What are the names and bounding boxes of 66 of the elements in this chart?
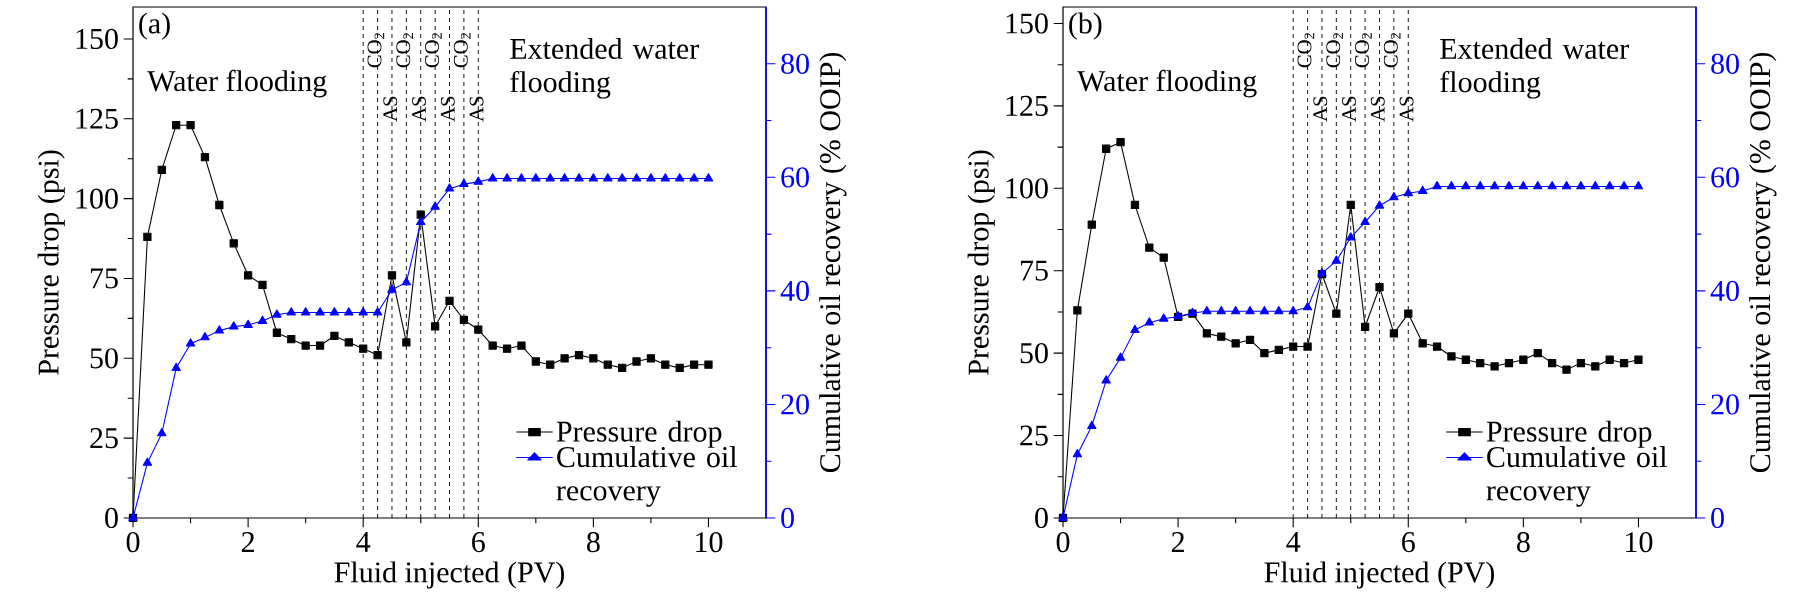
ref-line-label: AS: [1370, 96, 1385, 122]
x-tick-label: 2: [241, 532, 254, 552]
chart-title: (b): [1069, 12, 1102, 40]
x-tick-label: 0: [1056, 532, 1070, 553]
ref-line-label: AS: [1342, 96, 1356, 122]
ref-line-label: CO$_{2}$: [396, 33, 413, 68]
y-tick-label: 150: [1006, 13, 1048, 34]
y2-tick-label: 80: [781, 53, 809, 74]
annotation: Extended water flooding: [1440, 37, 1629, 99]
y2-tick-label: 60: [781, 167, 809, 188]
y-tick-label: 100: [76, 188, 118, 209]
y2-axis-title: Cumulative oil recovery (% OOIP): [1749, 53, 1777, 473]
ref-line-label: CO$_{2}$: [1326, 33, 1343, 68]
annotation: Water flooding: [1077, 69, 1257, 98]
x-tick-label: 10: [696, 532, 723, 553]
ref-line-label: AS: [469, 96, 484, 122]
y-tick-label: 100: [1006, 178, 1048, 199]
x-tick-label: 8: [587, 532, 600, 553]
ref-line-label: AS: [383, 96, 398, 122]
y-axis-title: Pressure drop (psi): [967, 150, 995, 375]
y2-tick-label: 40: [1710, 280, 1739, 301]
x-tick-label: 0: [126, 532, 140, 553]
x-tick-label: 6: [472, 532, 485, 553]
ref-line-label: AS: [440, 96, 455, 122]
chart-title: (a): [139, 12, 170, 40]
y2-tick-label: 0: [781, 507, 794, 529]
x-axis-title: Fluid injected (PV): [334, 561, 565, 589]
x-tick-label: 6: [1402, 532, 1415, 553]
y2-tick-label: 20: [781, 394, 809, 415]
y-tick-label: 25: [90, 428, 118, 449]
legend-label: Cumulative oil recovery: [1486, 446, 1667, 507]
ref-line-label: CO$_{2}$: [1297, 33, 1315, 68]
x-tick-label: 8: [1517, 532, 1530, 553]
x-axis-title: Fluid injected (PV): [1264, 561, 1494, 589]
y-tick-label: 150: [76, 28, 118, 50]
ref-line-label: AS: [1399, 96, 1414, 122]
y-tick-label: 25: [1020, 425, 1048, 446]
y2-tick-label: 40: [780, 280, 809, 301]
y-axis-title: Pressure drop (psi): [37, 150, 65, 375]
x-tick-label: 2: [1171, 532, 1184, 552]
y2-tick-label: 60: [1711, 167, 1739, 188]
y-tick-label: 50: [90, 348, 118, 369]
y-tick-label: 125: [1006, 95, 1048, 116]
ref-line-label: AS: [412, 96, 426, 122]
y2-axis-title: Cumulative oil recovery (% OOIP): [819, 53, 847, 473]
ref-line-label: CO$_{2}$: [453, 33, 471, 68]
ref-line-label: CO$_{2}$: [367, 33, 385, 68]
y-tick-label: 0: [105, 507, 118, 529]
annotation: Extended water flooding: [510, 37, 699, 99]
y2-tick-label: 80: [1711, 53, 1739, 74]
ref-line-label: CO$_{2}$: [425, 33, 442, 68]
annotation: Water flooding: [147, 69, 327, 98]
x-tick-label: 4: [1286, 532, 1301, 552]
ref-line-label: CO$_{2}$: [1383, 33, 1401, 68]
x-tick-label: 4: [356, 532, 371, 552]
legend-label: Cumulative oil recovery: [556, 446, 737, 507]
y-tick-label: 75: [1020, 260, 1048, 281]
y2-tick-label: 0: [1711, 507, 1724, 529]
y-tick-label: 125: [76, 108, 118, 129]
ref-line-label: AS: [1313, 96, 1328, 122]
x-tick-label: 10: [1626, 532, 1653, 553]
ref-line-label: CO$_{2}$: [1355, 33, 1372, 68]
y-tick-label: 50: [1020, 343, 1048, 364]
y-tick-label: 0: [1035, 507, 1048, 529]
y2-tick-label: 20: [1711, 394, 1739, 415]
y-tick-label: 75: [90, 268, 118, 289]
